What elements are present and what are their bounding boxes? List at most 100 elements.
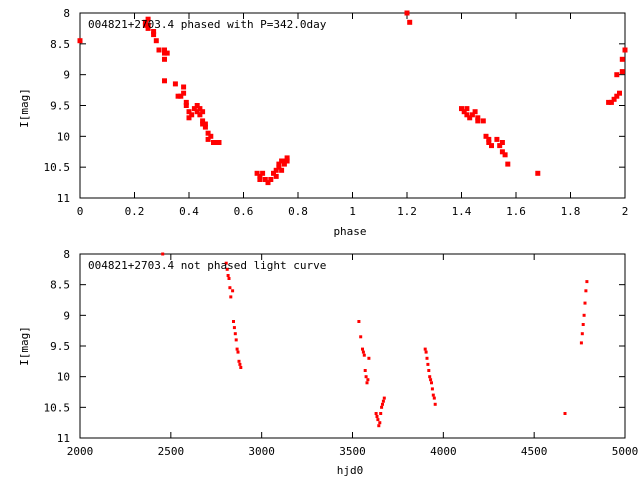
y-tick-label: 11 — [57, 432, 70, 445]
x-tick-label: 0.4 — [179, 205, 199, 218]
chart-title: 004821+2703.4 phased with P=342.0day — [88, 18, 327, 31]
data-point — [381, 402, 384, 406]
data-point — [611, 96, 617, 102]
data-point — [225, 267, 229, 271]
data-point — [202, 121, 208, 127]
data-point — [432, 396, 436, 400]
data-point — [265, 180, 271, 186]
data-point — [361, 347, 364, 351]
y-axis-label: I[mag] — [18, 88, 31, 128]
data-point — [273, 167, 279, 173]
data-point — [237, 359, 241, 363]
data-point — [614, 72, 620, 78]
y-tick-label: 8 — [63, 248, 70, 261]
data-point — [162, 78, 167, 84]
y-tick-label: 10.5 — [44, 161, 71, 174]
data-point — [614, 93, 620, 99]
data-point — [357, 320, 361, 323]
data-point — [428, 375, 432, 379]
data-point — [464, 106, 470, 112]
data-point — [483, 133, 489, 139]
data-point — [499, 140, 505, 145]
data-point — [257, 173, 263, 179]
data-point — [276, 164, 282, 170]
data-point — [189, 112, 195, 118]
data-point — [464, 112, 470, 118]
data-point — [404, 10, 410, 16]
data-point — [194, 109, 200, 115]
x-tick-label: 5000 — [612, 445, 639, 458]
data-point — [234, 338, 238, 342]
data-point — [486, 136, 492, 142]
data-point — [376, 418, 380, 422]
data-point — [480, 118, 486, 124]
y-tick-label: 10.5 — [44, 401, 71, 414]
data-point — [145, 16, 151, 22]
data-point — [227, 277, 231, 280]
data-point — [494, 136, 500, 142]
data-point — [279, 167, 285, 173]
x-tick-label: 1.8 — [561, 205, 581, 218]
data-point — [505, 161, 511, 167]
y-tick-label: 9 — [63, 309, 70, 322]
data-point — [380, 405, 384, 409]
data-point — [619, 69, 625, 75]
data-point — [281, 158, 287, 164]
data-point — [224, 261, 228, 265]
y-tick-label: 9 — [63, 69, 70, 82]
x-tick-label: 1.2 — [397, 205, 417, 218]
data-point — [359, 335, 363, 339]
x-tick-label: 0.2 — [125, 205, 145, 218]
chart-title: 004821+2703.4 not phased light curve — [88, 259, 326, 272]
data-point — [499, 149, 505, 155]
data-point — [425, 356, 429, 360]
data-point — [194, 103, 200, 108]
data-point — [260, 170, 266, 176]
y-tick-label: 10 — [57, 130, 70, 143]
data-point — [200, 109, 206, 115]
x-tick-label: 1 — [349, 205, 356, 218]
data-point — [175, 93, 181, 99]
data-point — [581, 323, 585, 326]
data-point — [365, 381, 369, 385]
data-point — [239, 366, 243, 369]
data-point — [407, 19, 413, 25]
data-point — [200, 118, 206, 124]
y-tick-label: 9.5 — [50, 340, 70, 353]
data-point — [162, 56, 167, 62]
data-point — [472, 109, 478, 115]
data-point — [181, 84, 187, 90]
data-point — [366, 378, 370, 382]
data-point — [617, 90, 622, 96]
data-point — [563, 412, 567, 415]
x-tick-label: 1.4 — [452, 205, 472, 218]
data-point — [162, 50, 167, 56]
data-point — [186, 109, 192, 115]
data-point — [151, 32, 157, 38]
data-point — [273, 173, 279, 179]
data-point — [423, 347, 427, 351]
data-point — [361, 350, 365, 354]
data-point — [426, 362, 430, 366]
data-point — [232, 326, 236, 330]
data-point — [461, 109, 467, 115]
data-point — [228, 286, 232, 290]
data-point — [231, 289, 235, 293]
data-point — [431, 393, 435, 397]
data-point — [606, 99, 612, 105]
x-tick-label: 4000 — [430, 445, 457, 458]
data-point — [191, 106, 197, 112]
x-tick-label: 2000 — [67, 445, 94, 458]
y-tick-label: 8.5 — [50, 279, 70, 292]
data-point — [156, 47, 162, 53]
data-point — [279, 158, 285, 164]
data-point — [619, 56, 625, 62]
data-point — [233, 332, 237, 336]
y-tick-label: 8.5 — [50, 38, 70, 51]
data-point — [475, 118, 481, 124]
data-point — [226, 274, 230, 277]
data-point — [497, 143, 503, 149]
data-point — [145, 25, 151, 31]
data-point — [486, 140, 492, 145]
data-point — [583, 301, 587, 305]
